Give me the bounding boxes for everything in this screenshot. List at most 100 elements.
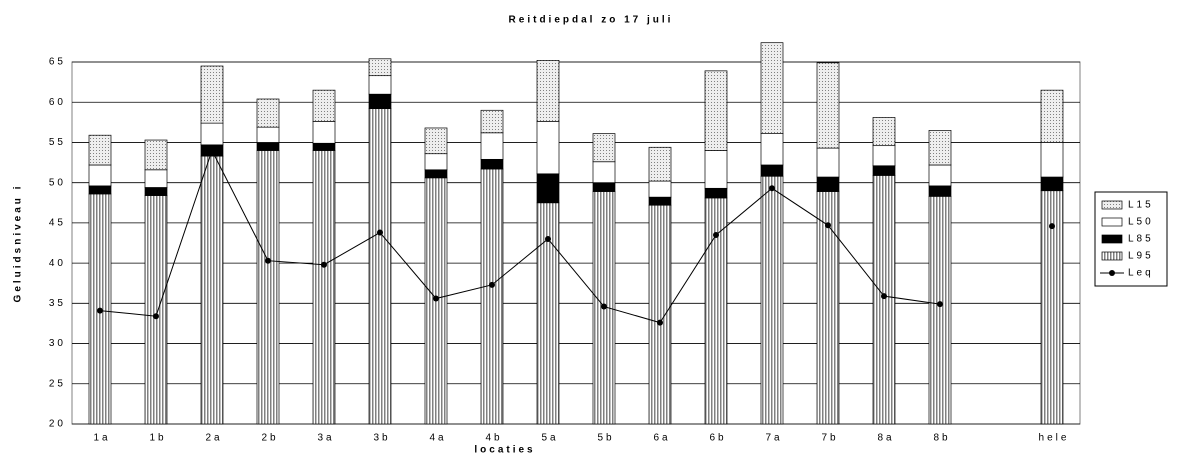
legend-swatch	[1101, 234, 1123, 244]
x-tick-label: 2b	[261, 433, 278, 444]
bar-segment	[872, 145, 896, 167]
legend-swatch	[1101, 200, 1123, 210]
bar-segment	[648, 196, 672, 206]
x-tick-label: 6b	[709, 433, 726, 444]
bar-segment	[816, 176, 840, 192]
legend-label: L15	[1128, 200, 1154, 211]
bar-segment	[144, 195, 168, 425]
y-tick-label: 65	[49, 57, 66, 68]
bar-segment	[256, 126, 280, 143]
bar-segment	[592, 161, 616, 184]
line-point	[881, 293, 887, 300]
bar-segment	[536, 121, 560, 175]
y-tick-label: 25	[49, 378, 66, 389]
y-tick-label: 55	[49, 137, 66, 148]
chart-title: Reitdiepdal zo 17 juli	[509, 15, 674, 26]
bar-segment	[312, 121, 336, 144]
bar-segment	[368, 108, 392, 425]
x-tick-label: 5b	[597, 433, 614, 444]
bar-segment	[760, 42, 784, 134]
line-point	[825, 222, 831, 229]
line-point	[545, 235, 551, 242]
bar-segment	[704, 150, 728, 189]
y-tick-label: 20	[49, 419, 66, 430]
y-tick-label: 45	[49, 218, 66, 229]
x-tick-label: hele	[1039, 433, 1070, 444]
line-point	[433, 295, 439, 302]
bar-segment	[480, 168, 504, 425]
x-tick-label: 6a	[653, 433, 670, 444]
bar-segment	[144, 169, 168, 188]
x-tick-label: 3b	[373, 433, 390, 444]
bar-segment	[200, 122, 224, 146]
x-tick-label: 1a	[93, 433, 110, 444]
bar-segment	[424, 153, 448, 171]
line-point	[153, 313, 159, 320]
bar-segment	[704, 197, 728, 425]
line-point	[489, 281, 495, 288]
y-axis-label: Geluidsniveau i	[13, 184, 24, 303]
bar-segment	[368, 75, 392, 95]
bar-segment	[928, 195, 952, 425]
line-point	[209, 147, 215, 154]
bar-segment	[424, 169, 448, 179]
bar-segment	[368, 58, 392, 77]
bar-segment	[480, 158, 504, 170]
legend-label: Leq	[1128, 268, 1154, 279]
x-tick-label: 2a	[205, 433, 222, 444]
line-point	[713, 231, 719, 238]
legend-swatch	[1101, 251, 1123, 261]
line-point	[265, 257, 271, 264]
bar-segment	[648, 146, 672, 182]
line-point	[377, 229, 383, 236]
legend-label: L95	[1128, 251, 1154, 262]
line-point	[321, 261, 327, 268]
x-axis-label: locaties	[474, 445, 535, 456]
bar-segment	[872, 175, 896, 425]
y-tick-label: 30	[49, 338, 66, 349]
bar-segment	[928, 130, 952, 166]
x-tick-label: 4a	[429, 433, 446, 444]
bar-segment	[480, 109, 504, 134]
bar-segment	[872, 117, 896, 147]
line-point	[97, 307, 103, 314]
bar-segment	[144, 139, 168, 171]
bar-segment	[312, 150, 336, 425]
line-point	[1049, 223, 1055, 230]
bar-segment	[1040, 89, 1064, 143]
x-tick-label: 3a	[317, 433, 334, 444]
x-tick-label: 1b	[149, 433, 166, 444]
bar-segment	[592, 182, 616, 192]
plot-area	[71, 61, 1081, 425]
x-tick-label: 8b	[933, 433, 950, 444]
legend-label: L50	[1128, 217, 1154, 228]
bar-segment	[368, 93, 392, 110]
bar-segment	[256, 98, 280, 128]
line-point	[657, 319, 663, 326]
line-point	[601, 303, 607, 310]
y-tick-label: 50	[49, 177, 66, 188]
bar-segment	[928, 185, 952, 197]
bar-segment	[872, 165, 896, 176]
legend-label: L85	[1128, 234, 1154, 245]
bar-segment	[200, 155, 224, 425]
bar-segment	[1040, 142, 1064, 178]
bar-segment	[256, 150, 280, 425]
bar-segment	[88, 134, 112, 166]
bar-segment	[536, 173, 560, 204]
line	[99, 149, 941, 324]
bar-segment	[200, 65, 224, 124]
bar-segment	[648, 180, 672, 198]
bar-segment	[816, 147, 840, 178]
bar-segment	[1040, 176, 1064, 192]
bar-segment	[928, 164, 952, 187]
bar-segment	[704, 187, 728, 199]
bar-segment	[816, 62, 840, 149]
bar-segment	[760, 133, 784, 166]
x-tick-label: 5a	[541, 433, 558, 444]
bar-segment	[312, 89, 336, 122]
bar-segment	[144, 187, 168, 196]
bar-segment	[536, 202, 560, 425]
bar-segment	[312, 142, 336, 151]
